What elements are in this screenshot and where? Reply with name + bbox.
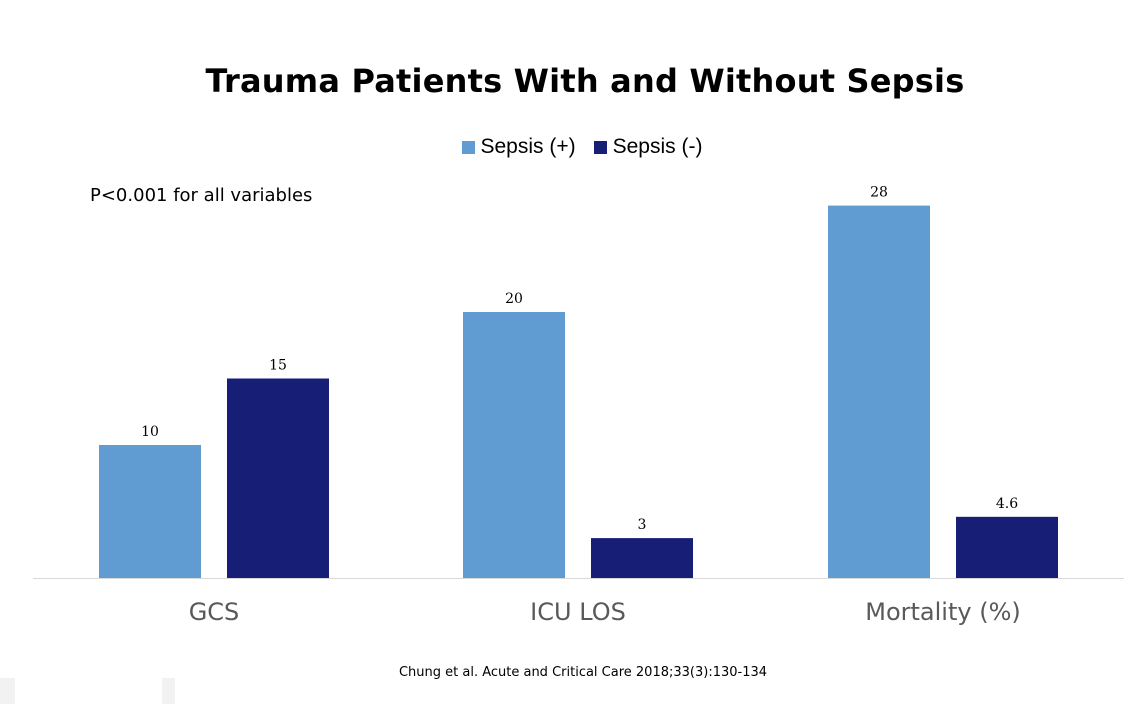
bar-gcs-series-1 xyxy=(99,445,201,578)
legend-swatch-sepsis-positive xyxy=(461,140,475,154)
chart-title: Trauma Patients With and Without Sepsis xyxy=(205,62,965,100)
legend-swatch-sepsis-negative xyxy=(593,140,607,154)
category-label-mortality: Mortality (%) xyxy=(865,598,1020,626)
legend: Sepsis (+) Sepsis (-) xyxy=(0,135,1148,159)
data-label-gcs-series-2: 15 xyxy=(269,358,287,374)
data-label-icu-los-series-2: 3 xyxy=(638,517,647,533)
bar-icu-los-series-1 xyxy=(463,312,565,578)
data-label-gcs-series-1: 10 xyxy=(141,424,159,440)
legend-label-sepsis-negative: Sepsis (-) xyxy=(612,135,703,158)
category-label-gcs: GCS xyxy=(189,598,240,626)
data-label-mortality-series-1: 28 xyxy=(870,185,888,201)
legend-item-sepsis-negative: Sepsis (-) xyxy=(593,135,703,159)
data-label-mortality-series-2: 4.6 xyxy=(996,496,1018,512)
bar-gcs-series-2 xyxy=(227,378,329,578)
corner-block-left xyxy=(0,678,15,704)
legend-label-sepsis-positive: Sepsis (+) xyxy=(480,135,576,158)
data-label-icu-los-series-1: 20 xyxy=(505,291,523,307)
source-citation: Chung et al. Acute and Critical Care 201… xyxy=(398,665,768,680)
bar-icu-los-series-2 xyxy=(591,538,693,578)
legend-item-sepsis-positive: Sepsis (+) xyxy=(461,135,576,159)
category-label-icu-los: ICU LOS xyxy=(530,598,626,626)
corner-block-right xyxy=(162,678,175,704)
p-value-annotation: P<0.001 for all variables xyxy=(90,185,313,206)
bar-mortality-series-1 xyxy=(828,205,930,578)
bar-mortality-series-2 xyxy=(956,516,1058,578)
